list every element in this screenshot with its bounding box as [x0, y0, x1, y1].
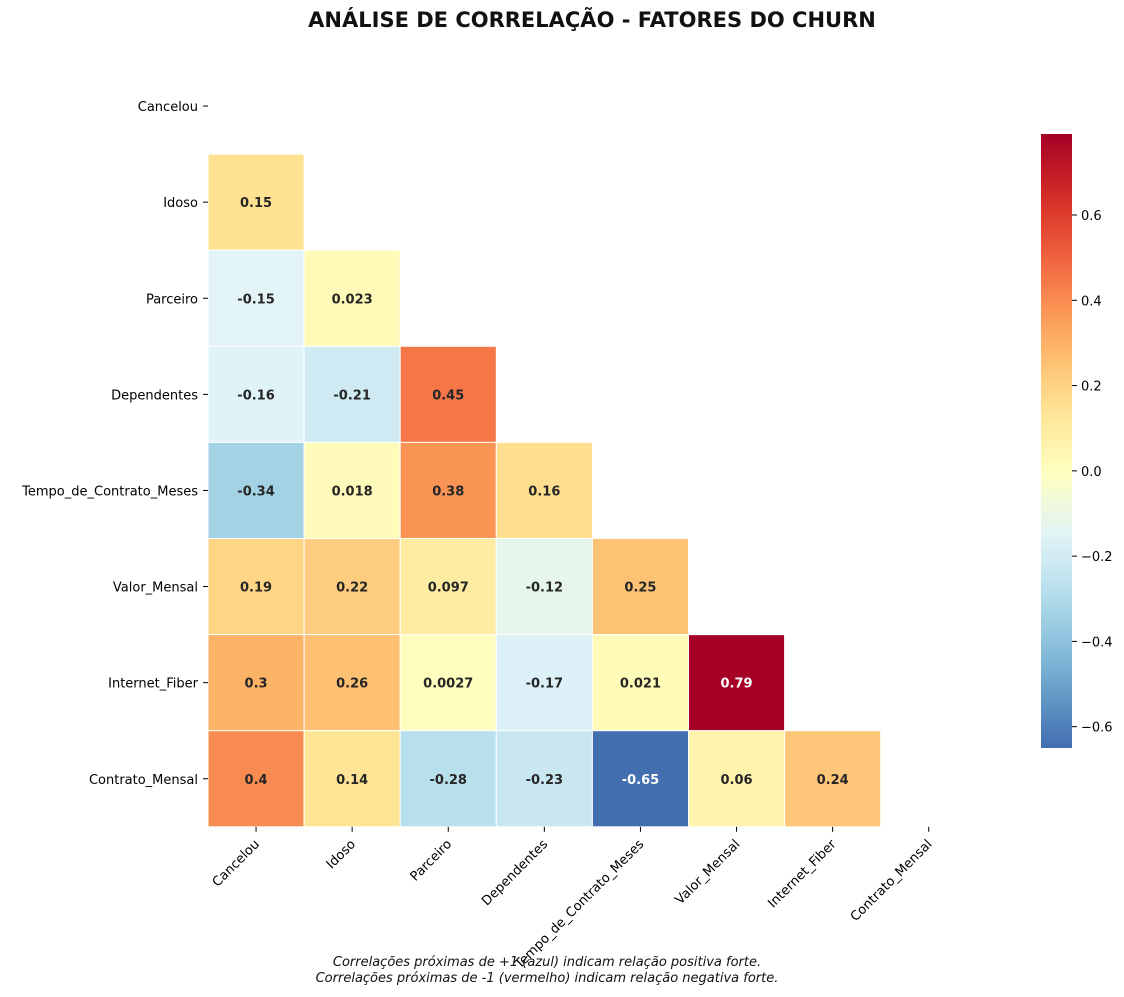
heatmap-cell-2-1: [303, 249, 401, 347]
chart-title: ANÁLISE DE CORRELAÇÃO - FATORES DO CHURN: [308, 8, 876, 32]
cell-value-label-5-0: 0.19: [240, 581, 272, 596]
x-tick-label-0: Cancelou: [210, 837, 263, 890]
cell-value-label-2-0: -0.15: [237, 292, 274, 307]
cell-value-label-1-0: 0.15: [240, 196, 272, 211]
x-tick-label-2: Parceiro: [408, 837, 455, 884]
footnote-line-2: Correlações próximas de -1 (vermelho) in…: [315, 971, 779, 986]
y-tick-label-7: Contrato_Mensal: [89, 773, 198, 788]
cell-value-label-6-0: 0.3: [245, 677, 268, 692]
cell-value-label-5-1: 0.22: [336, 581, 368, 596]
cell-value-label-6-1: 0.26: [336, 677, 368, 692]
heatmap-cell-7-1: [303, 730, 401, 828]
x-axis-tick-labels: Cancelou Idoso Parceiro DependentesTempo_de…: [210, 826, 936, 973]
heatmap-cell-5-2: [399, 538, 497, 636]
heatmap-cell-5-1: [303, 538, 401, 636]
x-tick-label-3: Dependentes: [479, 837, 551, 909]
cell-value-label-7-6: 0.24: [817, 773, 849, 788]
cell-value-label-2-1: 0.023: [332, 292, 373, 307]
heatmap-cell-5-3: [495, 538, 593, 636]
cell-value-label-4-3: 0.16: [528, 484, 560, 499]
cell-value-label-6-4: 0.021: [620, 677, 661, 692]
heatmap-cell-4-3: [495, 441, 593, 539]
cell-value-label-7-2: -0.28: [430, 773, 467, 788]
x-tick-label-6: Internet_Fiber: [765, 837, 840, 912]
y-tick-label-6: Internet_Fiber: [108, 677, 199, 692]
heatmap-cell-6-5: [688, 634, 786, 732]
cell-value-label-3-2: 0.45: [432, 388, 464, 403]
heatmap-cell-4-1: [303, 441, 401, 539]
cell-value-label-5-3: -0.12: [526, 581, 563, 596]
cell-value-label-5-2: 0.097: [428, 581, 469, 596]
x-tick-label-1: Idoso: [324, 837, 359, 872]
y-tick-label-4: Tempo_de_Contrato_Meses: [21, 484, 198, 499]
colorbar-tick-label-0: −0.6: [1081, 721, 1113, 736]
heatmap-cell-6-1: [303, 634, 401, 732]
x-tick-label-5: Valor_Mensal: [673, 837, 744, 908]
y-tick-label-5: Valor_Mensal: [113, 581, 198, 596]
heatmap-cell-3-0: [207, 345, 305, 443]
colorbar-tick-label-2: −0.2: [1081, 550, 1113, 565]
y-tick-label-1: Idoso: [163, 196, 198, 211]
y-tick-label-2: Parceiro: [146, 292, 198, 307]
colorbar-tick-label-3: 0.0: [1081, 465, 1102, 480]
cell-value-label-7-4: -0.65: [622, 773, 659, 788]
heatmap-cell-6-0: [207, 634, 305, 732]
colorbar-tick-label-5: 0.4: [1081, 294, 1102, 309]
x-tick-label-7: Contrato_Mensal: [848, 837, 936, 925]
heatmap-cell-4-0: [207, 441, 305, 539]
heatmap-cell-6-2: [399, 634, 497, 732]
cell-value-label-3-1: -0.21: [333, 388, 370, 403]
y-axis-tick-labels: Cancelou Idoso Parceiro Dependentes Tempo_de…: [21, 100, 208, 788]
heatmap-cell-4-2: [399, 441, 497, 539]
cell-value-label-6-5: 0.79: [721, 677, 753, 692]
cell-value-label-6-2: 0.0027: [423, 677, 473, 692]
heatmap-cell-7-2: [399, 730, 497, 828]
cell-value-label-5-4: 0.25: [624, 581, 656, 596]
footnote: Correlações próximas de +1 (azul) indica…: [247, 955, 847, 987]
cell-value-label-4-1: 0.018: [332, 484, 373, 499]
colorbar-gradient: [1041, 134, 1072, 748]
colorbar-tick-label-4: 0.2: [1081, 380, 1102, 395]
heatmap-cell-2-0: [207, 249, 305, 347]
cell-value-label-7-0: 0.4: [245, 773, 268, 788]
heatmap-cell-1-0: [207, 153, 305, 251]
cell-value-label-7-1: 0.14: [336, 773, 368, 788]
cell-value-label-7-5: 0.06: [721, 773, 753, 788]
cell-value-label-4-2: 0.38: [432, 484, 464, 499]
heatmap-cell-7-3: [495, 730, 593, 828]
cell-annotations: 0.15 -0.15 0.023 -0.16 -0.21 0.45 -0.34 0.018 0.…: [237, 196, 848, 788]
heatmap-cell-5-4: [591, 538, 690, 636]
heatmap-cell-7-0: [207, 730, 305, 828]
colorbar: −0.6 −0.4 −0.2 0.0 0.2 0.4 0.6: [1041, 134, 1113, 748]
heatmap-cell-6-4: [591, 634, 690, 732]
colorbar-tick-label-6: 0.6: [1081, 209, 1102, 224]
cell-value-label-4-0: -0.34: [237, 484, 274, 499]
cell-value-label-6-3: -0.17: [526, 677, 563, 692]
heatmap-cell-6-3: [495, 634, 593, 732]
cell-value-label-7-3: -0.23: [526, 773, 563, 788]
colorbar-tick-label-1: −0.4: [1081, 635, 1113, 650]
heatmap-cell-7-4: [591, 730, 690, 828]
heatmap-cell-7-6: [784, 730, 882, 828]
cell-value-label-3-0: -0.16: [237, 388, 274, 403]
footnote-line-1: Correlações próximas de +1 (azul) indica…: [332, 955, 762, 970]
y-tick-label-0: Cancelou: [138, 100, 198, 115]
y-tick-label-3: Dependentes: [111, 388, 198, 403]
heatmap-cells: [207, 153, 882, 828]
